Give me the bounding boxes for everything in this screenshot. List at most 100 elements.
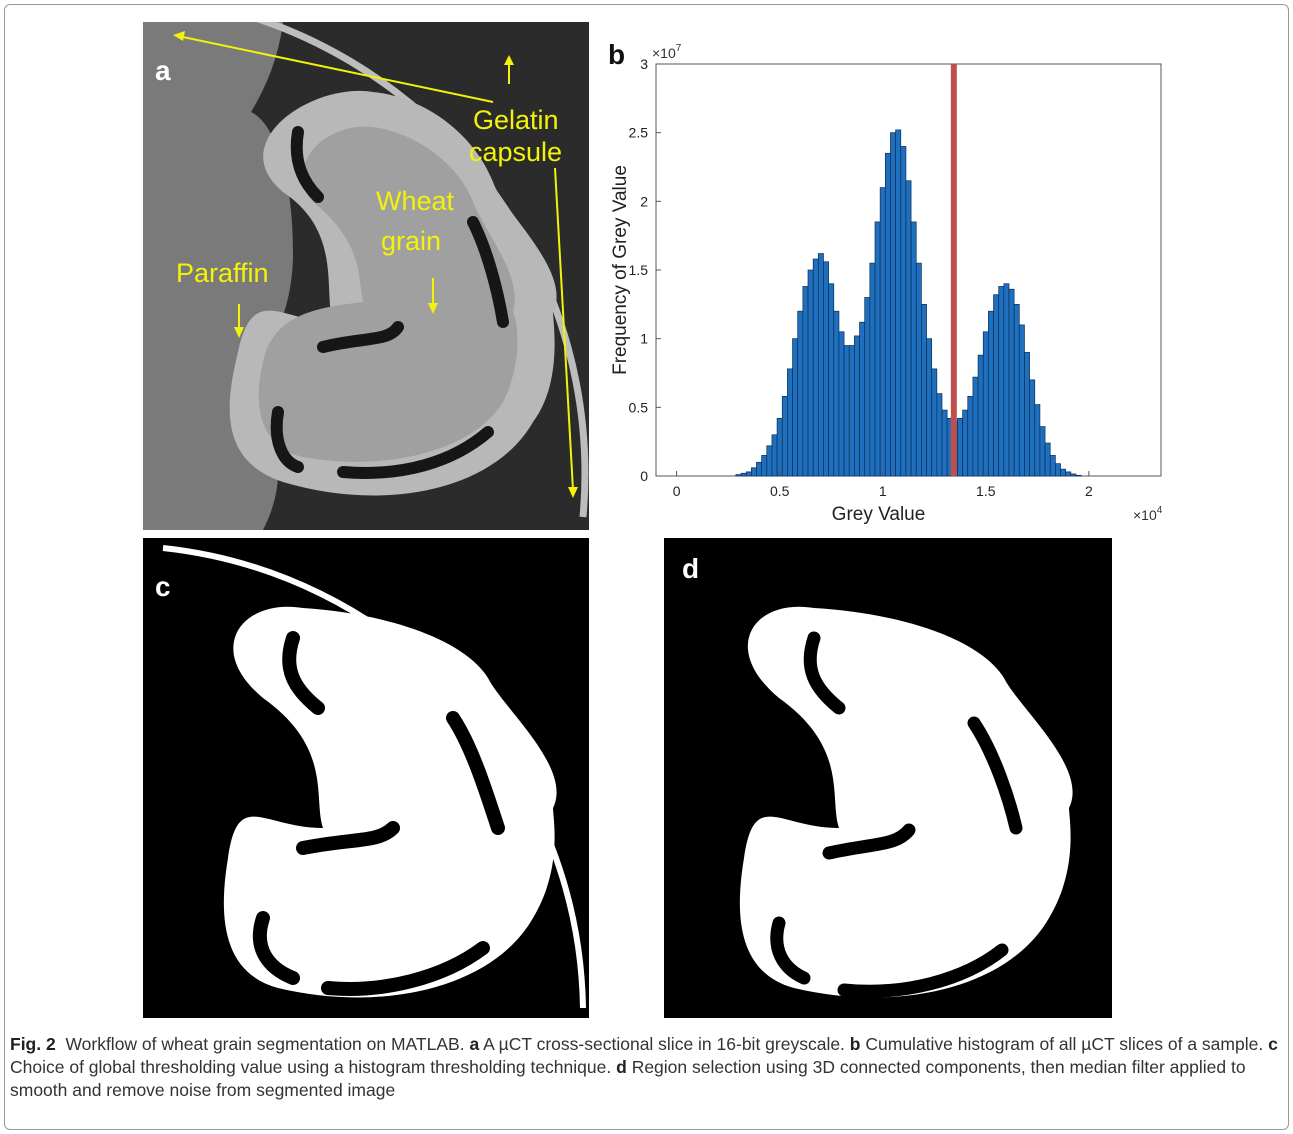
histogram-bar [1039,426,1046,477]
histogram-bar [905,180,912,477]
histogram-bar [1060,468,1067,477]
gelatin-label-line1: Gelatin [473,105,559,135]
ct-slice-image: a Gelatin capsule Wheat grain Paraffin [143,22,589,530]
histogram-bar [859,321,866,477]
histogram-bar [988,310,994,477]
histogram-bar [817,253,824,477]
histogram-bar [879,187,886,477]
y-tick-label: 3 [640,56,648,72]
histogram-chart: b 0 0.5 1 1.5 2 0 0.5 1 1.5 2 2.5 3 Frequency of Gr… [608,39,1163,525]
wheat-label-line2: grain [381,226,441,256]
histogram-bar [967,395,974,477]
y-axis-label: Frequency of Grey Value [610,165,631,375]
histogram-bar [787,368,793,477]
panel-c-threshold: c [143,538,589,1018]
histogram-bar [962,409,969,477]
histogram-bar [1013,303,1020,477]
histogram-bar [998,286,1005,477]
histogram-bar [993,294,1000,477]
histogram-bar [890,132,896,477]
histogram-bar [936,393,943,477]
histogram-bar [926,338,933,477]
x-axis-exponent: ×104 [1133,505,1163,523]
histogram-bar [740,472,747,477]
figure-caption: Fig. 2 Workflow of wheat grain segmentat… [10,1033,1280,1102]
x-tick-label: 0.5 [770,483,790,499]
histogram-bar [910,221,917,477]
histogram-bar [802,286,809,477]
histogram-bar [797,310,804,477]
histogram-bar [843,345,850,477]
histogram-bar [1075,474,1082,477]
histogram-bar [823,261,829,477]
histogram-bar [931,368,938,477]
figure-label: Fig. 2 [10,1034,56,1054]
y-tick-label: 0 [640,468,648,484]
x-axis-label: Grey Value [832,504,926,525]
caption-a-label: a [469,1034,480,1054]
histogram-bar [884,152,891,477]
wheat-label-line1: Wheat [376,186,455,216]
histogram-bar [750,467,757,477]
histogram-bar [895,129,902,477]
histogram-bar [972,376,979,477]
y-tick-label: 2 [640,193,648,209]
x-tick-label: 2 [1085,483,1093,499]
histogram-bar [1070,473,1077,477]
histogram-bar [1065,471,1072,477]
histogram-bar [745,471,752,477]
histogram-bar [1055,463,1061,477]
histogram-bar [781,395,788,477]
y-tick-label: 1.5 [629,262,649,278]
histogram-bar [828,283,835,477]
histogram-bar [982,331,989,477]
caption-d-text: Region selection using 3D connected comp… [10,1057,1246,1100]
panel-a-ct-slice: a Gelatin capsule Wheat grain Paraffin [143,22,589,530]
histogram-bar [977,354,984,477]
histogram-bar [807,269,814,477]
caption-a-text: A µCT cross-sectional slice in 16-bit gr… [483,1034,845,1054]
histogram-bar [761,455,768,477]
histogram-bar [776,417,783,477]
caption-b-label: b [849,1034,861,1054]
caption-c-text: Choice of global thresholding value usin… [10,1057,612,1077]
panel-d-letter: d [682,553,699,584]
caption-intro: Workflow of wheat grain segmentation on … [65,1034,465,1054]
histogram-bar [756,461,762,477]
panel-d-region-selection: d [664,538,1112,1018]
histogram-bar [957,417,963,477]
histogram-bar [1044,442,1051,477]
panel-b-histogram: b 0 0.5 1 1.5 2 0 0.5 1 1.5 2 2.5 3 Frequency of Gr… [606,34,1186,534]
threshold-image: c [143,538,589,1018]
y-tick-label: 2.5 [629,125,649,141]
histogram-bar [1029,379,1036,477]
histogram-bar [921,303,927,477]
histogram-bar [792,338,799,477]
histogram-bar [864,297,871,477]
histogram-bar [812,258,819,477]
panel-c-letter: c [155,571,171,602]
histogram-bar [1024,352,1030,477]
panel-b-letter: b [608,39,625,70]
histogram-bar [1003,283,1010,477]
histogram-bar [854,335,860,477]
region-selection-image: d [664,538,1112,1018]
histogram-bar [766,445,773,477]
histogram-bar [735,474,742,477]
caption-c-label: c [1268,1034,1278,1054]
x-tick-label: 1.5 [976,483,996,499]
x-tick-label: 1 [879,483,887,499]
y-tick-label: 1 [640,331,648,347]
histogram-bar [874,221,881,477]
histogram-bar [1034,404,1041,477]
histogram-bar [869,262,876,477]
caption-b-text: Cumulative histogram of all µCT slices o… [865,1034,1264,1054]
paraffin-label: Paraffin [176,258,269,288]
y-tick-label: 0.5 [629,399,649,415]
x-tick-label: 0 [673,483,681,499]
histogram-bar [1049,455,1056,477]
y-axis-exponent: ×107 [652,43,682,61]
histogram-bar [838,331,845,477]
histogram-bar [1008,288,1015,477]
histogram-bar [1018,324,1025,477]
